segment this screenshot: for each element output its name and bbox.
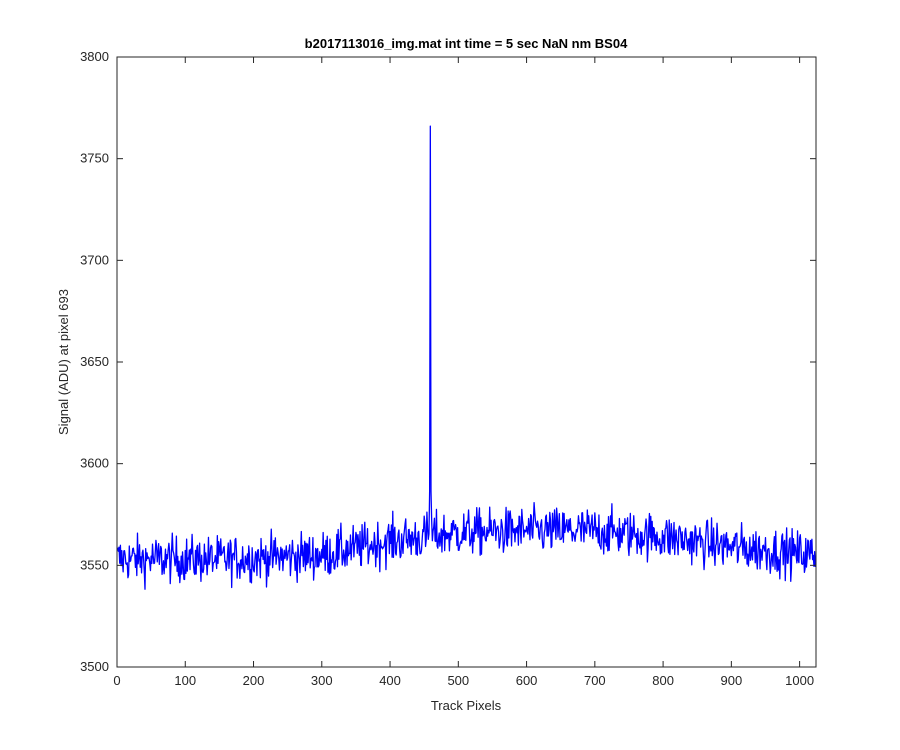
y-tick-label: 3550 [80, 557, 109, 572]
x-axis-label: Track Pixels [431, 698, 502, 713]
x-tick-label: 600 [516, 673, 538, 688]
y-tick-label: 3800 [80, 49, 109, 64]
series-layer [117, 125, 817, 590]
y-tick-label: 3750 [80, 151, 109, 166]
chart-title: b2017113016_img.mat int time = 5 sec NaN… [305, 36, 628, 51]
y-tick-label: 3650 [80, 354, 109, 369]
y-tick-label: 3500 [80, 659, 109, 674]
x-tick-label: 200 [243, 673, 265, 688]
x-tick-label: 400 [379, 673, 401, 688]
series-line [117, 125, 817, 590]
x-tick-label: 900 [721, 673, 743, 688]
plot-background [117, 57, 816, 667]
x-tick-label: 300 [311, 673, 333, 688]
x-tick-label: 1000 [785, 673, 814, 688]
x-tick-label: 0 [113, 673, 120, 688]
x-ticks: 0 100 200 300 400 500 600 700 800 900 1000 [113, 57, 814, 688]
y-axis-label: Signal (ADU) at pixel 693 [56, 289, 71, 435]
y-tick-label: 3600 [80, 456, 109, 471]
y-ticks: 3500 3550 3600 3650 3700 3750 3800 [80, 49, 816, 674]
y-tick-label: 3700 [80, 252, 109, 267]
x-tick-label: 100 [174, 673, 196, 688]
x-tick-label: 800 [652, 673, 674, 688]
x-tick-label: 700 [584, 673, 606, 688]
x-tick-label: 500 [447, 673, 469, 688]
